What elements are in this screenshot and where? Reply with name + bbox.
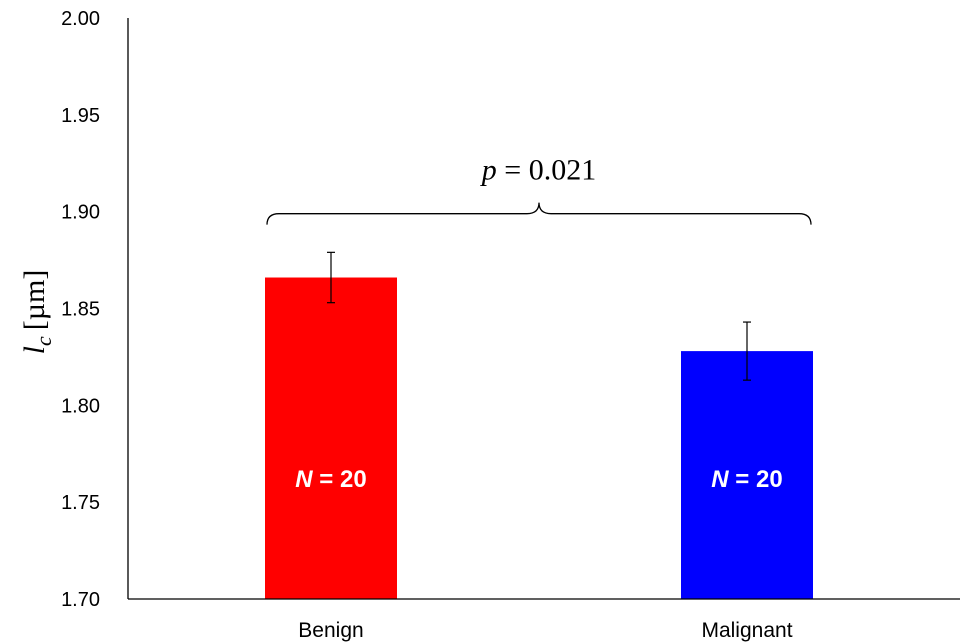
bar-label-text: = 20: [729, 466, 783, 493]
error-bars: [327, 251, 751, 381]
y-tick-label: 1.75: [61, 492, 100, 514]
bar-label-text: = 20: [313, 466, 367, 493]
y-axis-label-subscript: c: [31, 336, 56, 346]
bar-malignant: [681, 351, 813, 599]
x-category-label-benign: Benign: [298, 619, 363, 642]
bar-benign: [265, 277, 397, 599]
p-value-label: p = 0.021: [480, 154, 596, 187]
bar-label-malignant: N = 20: [711, 466, 782, 493]
y-axis-label-symbol: l: [18, 346, 51, 354]
y-tick-label: 1.90: [61, 202, 100, 224]
y-tick-label: 1.95: [61, 105, 100, 127]
x-axis-categories: Benign Malignant: [298, 619, 792, 642]
bar-sample-size-labels: N = 20 N = 20: [295, 466, 782, 493]
y-axis-ticks: 1.70 1.75 1.80 1.85 1.90 1.95 2.00: [61, 8, 100, 611]
y-tick-label: 1.80: [61, 395, 100, 417]
significance-bracket: [266, 202, 812, 225]
y-tick-label: 1.85: [61, 299, 100, 321]
y-tick-label: 2.00: [61, 8, 100, 30]
y-axis-label-unit: [µm]: [18, 270, 51, 331]
p-value-prefix: p: [480, 154, 497, 187]
bar-label-prefix: N: [711, 466, 729, 493]
bars: [265, 277, 813, 599]
y-axis-label: lc [µm]: [18, 270, 56, 355]
axes: [127, 18, 960, 600]
p-value-text: = 0.021: [497, 154, 596, 187]
y-tick-label: 1.70: [61, 589, 100, 611]
significance-bracket-group: p = 0.021: [266, 154, 812, 225]
x-category-label-malignant: Malignant: [701, 619, 792, 642]
bar-label-benign: N = 20: [295, 466, 366, 493]
bar-label-prefix: N: [295, 466, 313, 493]
